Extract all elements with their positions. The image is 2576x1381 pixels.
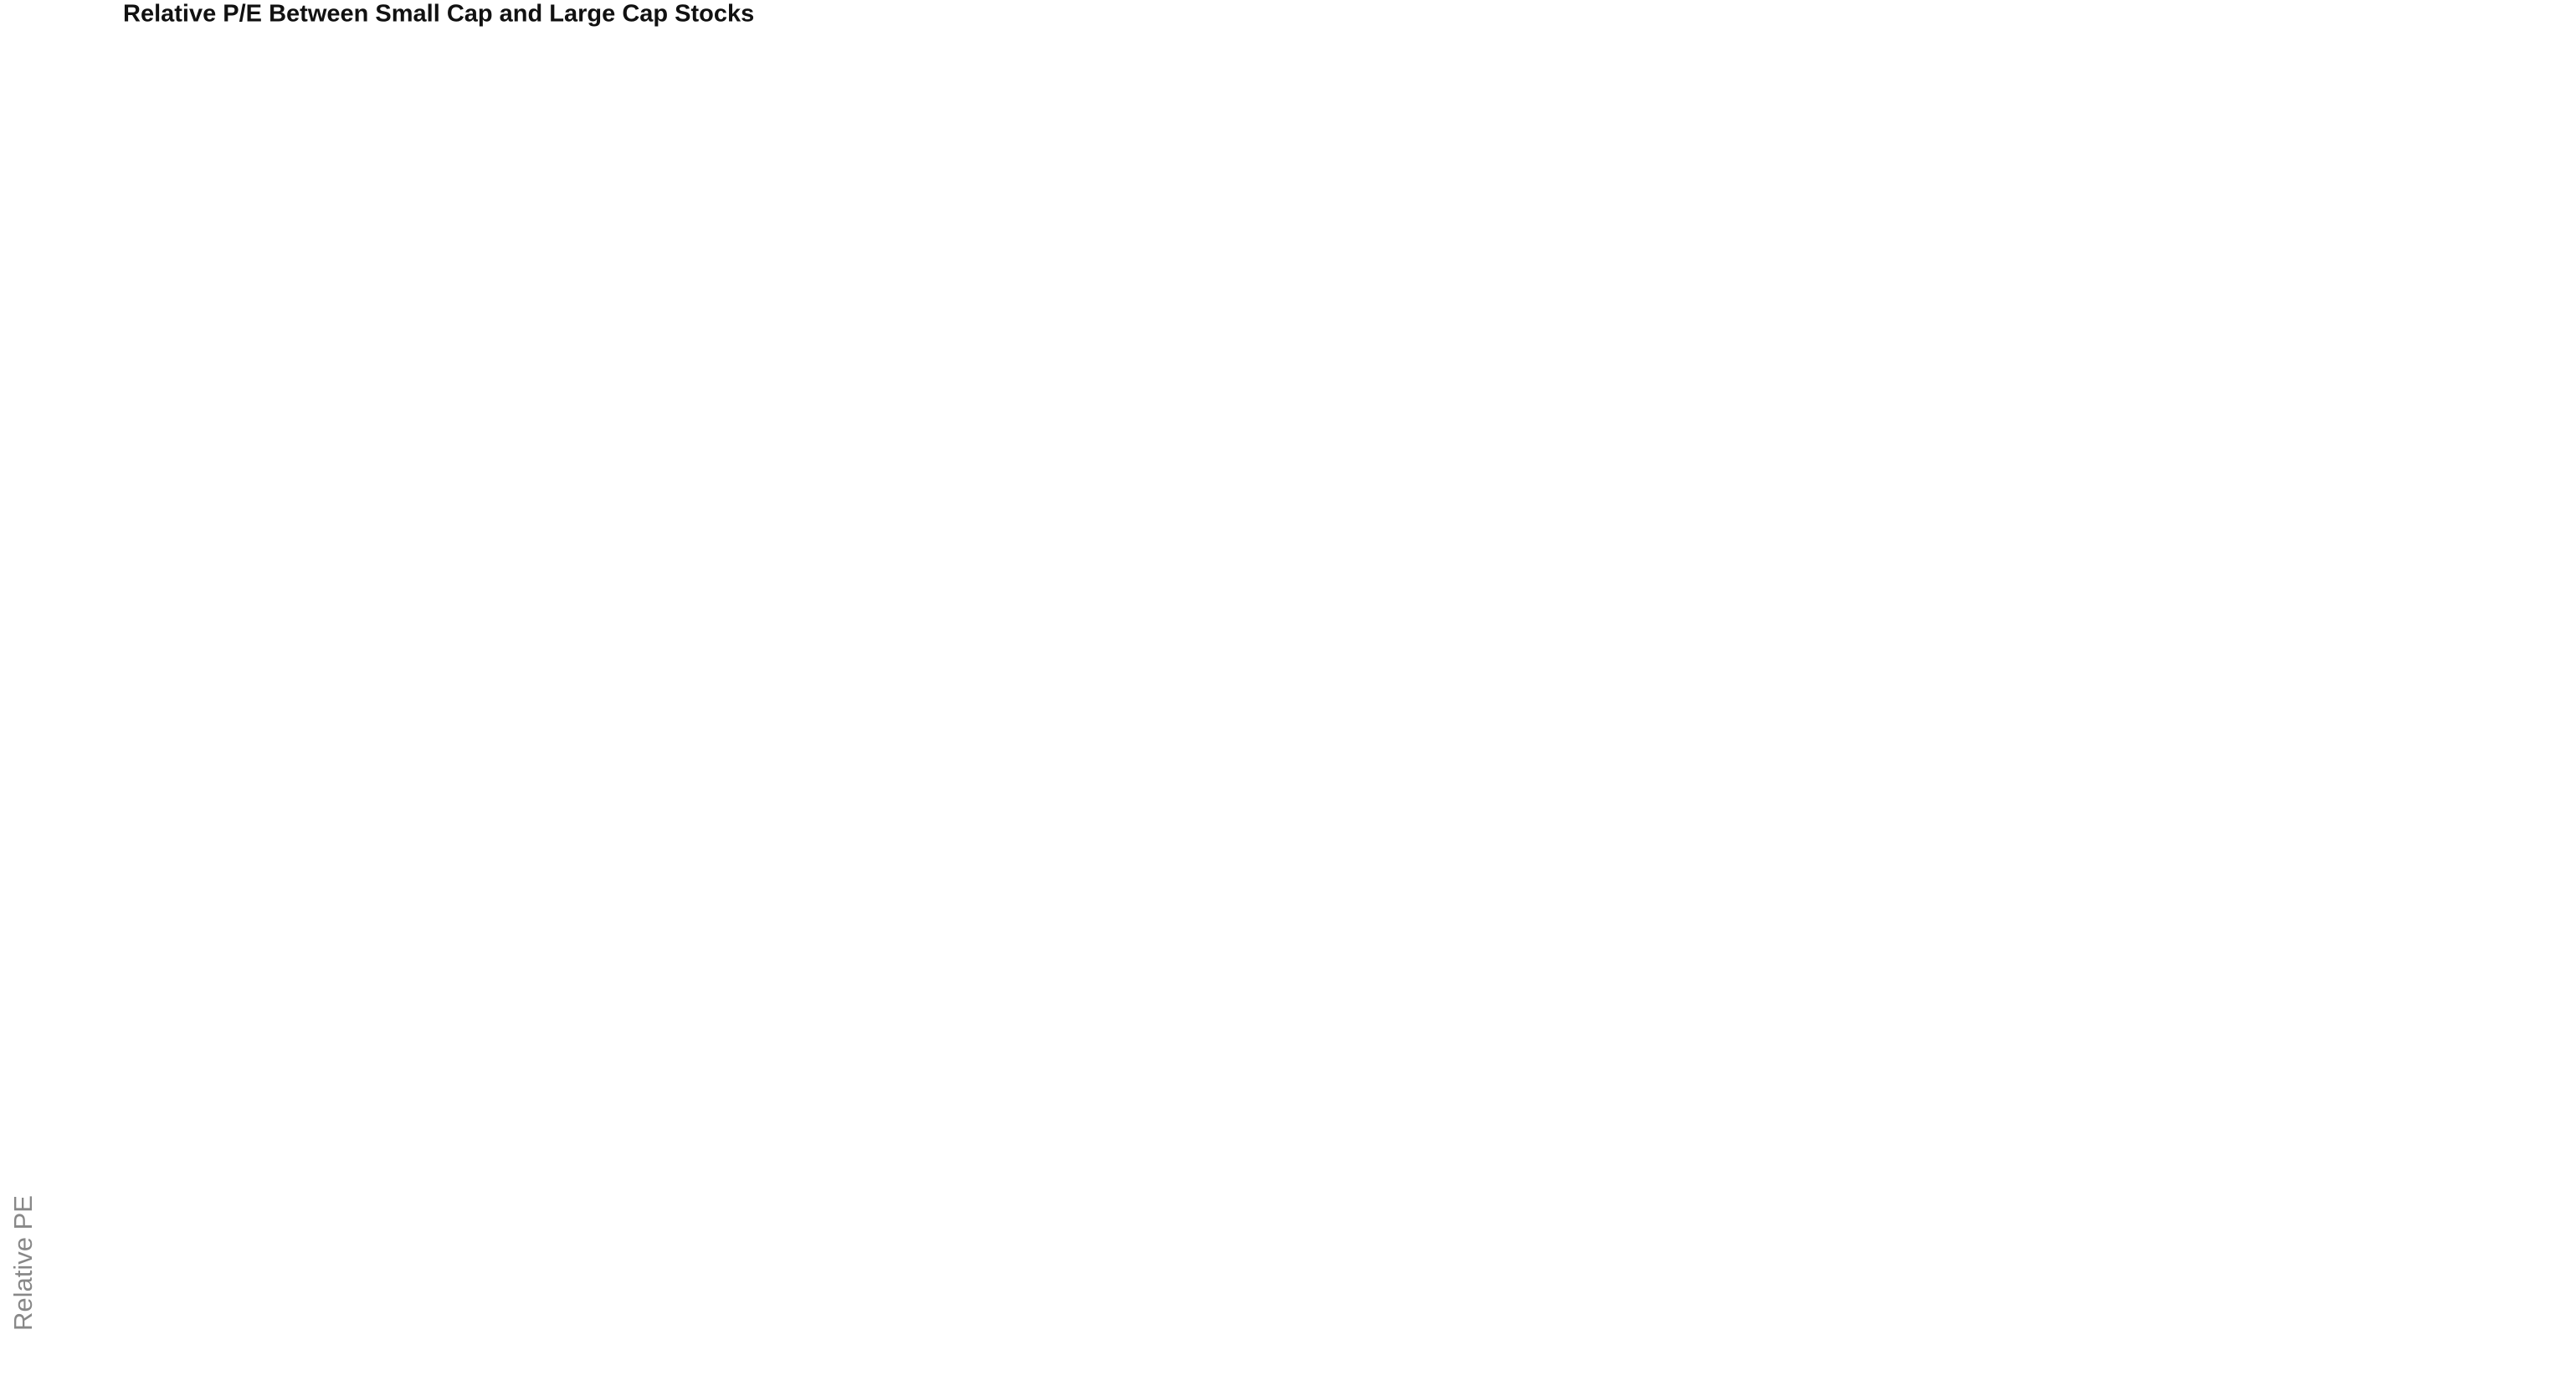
y-axis-label: Relative PE bbox=[8, 1195, 38, 1331]
chart-title: Relative P/E Between Small Cap and Large… bbox=[123, 1, 754, 28]
